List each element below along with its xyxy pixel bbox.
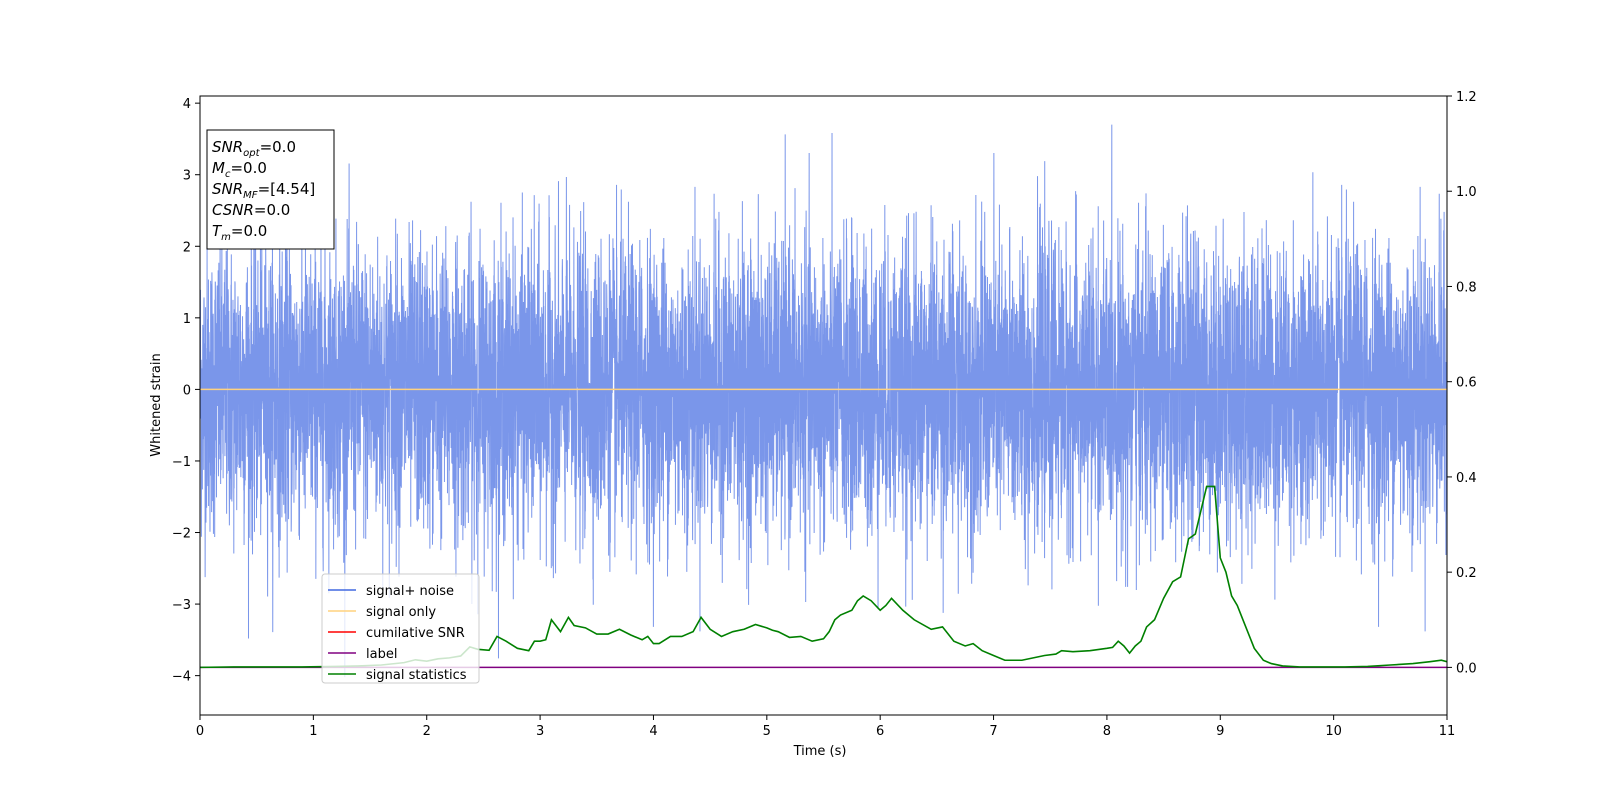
legend-label: signal+ noise [366,584,454,599]
legend: signal+ noise signal only cumilative SNR la… [321,573,480,684]
y-tick-label: 4 [183,97,191,112]
annotation-line: Mc=0.0 [212,159,267,180]
y-tick-label: 0 [183,383,191,398]
series-signal-noise [200,124,1447,678]
y-tick-label: 3 [183,169,191,184]
y2-tick-label: 0.6 [1456,376,1477,391]
legend-label: signal statistics [366,668,467,683]
annotation-line: SNRMF=[4.54] [212,180,315,201]
y2-tick-label: 1.2 [1456,90,1477,105]
x-tick-label: 4 [649,724,657,739]
y-tick-label: −3 [172,598,191,613]
annotation-line: Tm=0.0 [212,222,267,243]
x-tick-label: 6 [876,724,884,739]
y-tick-label: −2 [172,527,191,542]
x-tick-label: 1 [309,724,317,739]
legend-items: signal+ noise signal only cumilative SNR la… [328,584,467,683]
series-signal-statistics [200,485,1447,669]
y-axis-left: −4 −3 −2 −1 0 1 2 3 4 [172,97,200,685]
y2-tick-label: 0.4 [1456,471,1477,486]
x-tick-label: 5 [763,724,771,739]
x-axis: 0 1 2 3 4 5 6 7 8 9 10 11 [196,715,1455,739]
y-tick-label: −1 [172,455,191,470]
y2-tick-label: 0.0 [1456,661,1477,676]
legend-label: signal only [366,605,436,620]
legend-label: label [366,647,397,662]
y2-tick-label: 1.0 [1456,185,1477,200]
legend-label: cumilative SNR [366,626,465,641]
x-axis-label: Time (s) [793,744,847,759]
plot-frame [199,95,1448,716]
x-tick-label: 8 [1103,724,1111,739]
x-tick-label: 0 [196,724,204,739]
y2-tick-label: 0.8 [1456,280,1477,295]
y-axis-right: 0.0 0.2 0.4 0.6 0.8 1.0 1.2 [1447,90,1477,676]
x-tick-label: 7 [989,724,997,739]
x-tick-label: 11 [1439,724,1456,739]
x-tick-label: 3 [536,724,544,739]
y-tick-label: 1 [183,312,191,327]
x-tick-label: 2 [423,724,431,739]
annotation-line: CSNR=0.0 [212,201,290,219]
x-tick-label: 9 [1216,724,1224,739]
y2-tick-label: 0.2 [1456,566,1477,581]
y-axis-label: Whitened strain [149,353,164,456]
x-tick-label: 10 [1325,724,1342,739]
y-tick-label: 2 [183,240,191,255]
y-tick-label: −4 [172,670,191,685]
annotation-line: SNRopt=0.0 [212,138,296,159]
